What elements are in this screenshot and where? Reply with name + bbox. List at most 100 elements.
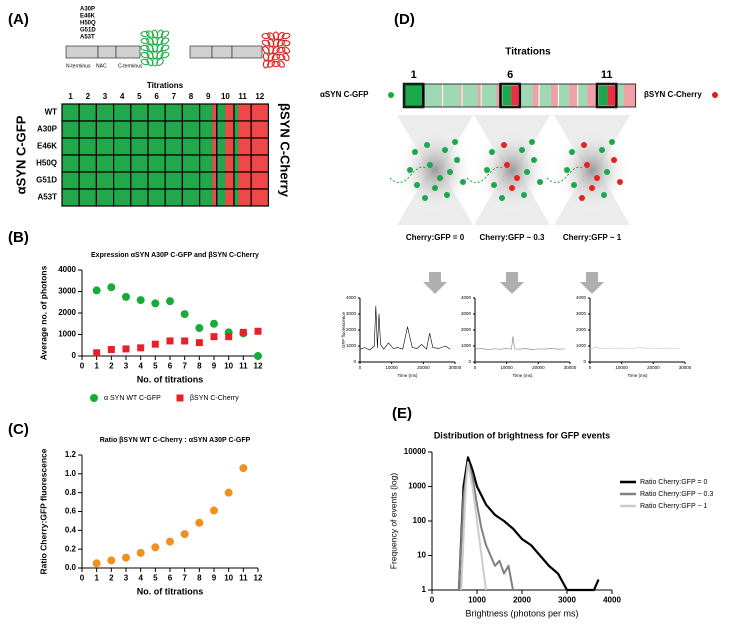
point (254, 352, 262, 360)
x-tick-label: 0 (474, 365, 477, 370)
cell-red (212, 104, 217, 121)
domain-label: N-terminus (66, 63, 91, 69)
x-axis-label: Time (ms) (397, 373, 418, 378)
gfp-dot (531, 157, 537, 163)
x-tick-label: 10 (224, 574, 233, 583)
gfp-dot (604, 169, 610, 175)
x-axis-label: Brightness (photons per ms) (465, 608, 578, 618)
cell-green (148, 172, 166, 189)
strip-red-part (607, 86, 616, 105)
gfp-dot (521, 192, 527, 198)
y-tick-label: 3000 (58, 287, 76, 296)
cell-green (113, 138, 131, 155)
y-tick-label: 0 (583, 359, 586, 364)
column-label: 7 (172, 92, 177, 101)
x-tick-label: 8 (197, 574, 202, 583)
point (166, 297, 174, 306)
cell-red (238, 189, 252, 206)
gfp-blob (160, 30, 170, 38)
x-tick-label: 5 (153, 362, 158, 371)
x-tick-label: 20000 (532, 365, 545, 370)
cell-green (165, 121, 183, 138)
panel-label: (D) (394, 11, 415, 28)
point (225, 333, 233, 341)
legend-label: Ratio Cherry:GFP ~ 0.3 (640, 491, 713, 498)
gfp-blob (156, 43, 164, 53)
x-tick-label: 10000 (500, 365, 513, 370)
cell-green (62, 121, 80, 138)
mutation-label: A30P (80, 7, 95, 13)
x-tick-label: 12 (254, 574, 263, 583)
x-tick-label: 1 (94, 574, 99, 583)
x-tick-label: 0 (359, 365, 362, 370)
x-axis-label: Time (ms) (512, 373, 533, 378)
strip-mark: 6 (507, 69, 513, 81)
strip-red-part (511, 86, 519, 105)
cell-green (79, 138, 97, 155)
column-label: 11 (238, 92, 247, 101)
cell-red (238, 172, 252, 189)
cell-green (62, 189, 80, 206)
cherry-blob (277, 31, 285, 41)
strip-red (459, 84, 462, 107)
strip-mark: 11 (601, 69, 613, 81)
point (136, 296, 145, 305)
x-tick-label: 9 (212, 574, 217, 583)
cherry-blob (262, 59, 270, 69)
y-tick-label: 2000 (576, 327, 587, 332)
cherry-dot (589, 185, 595, 191)
cell-red (212, 138, 217, 155)
column-label: 3 (103, 92, 108, 101)
x-tick-label: 11 (239, 574, 248, 583)
cell-red (238, 155, 252, 172)
point (180, 530, 189, 539)
strip-green (502, 86, 512, 105)
domain-box (231, 45, 263, 59)
series-line (589, 347, 681, 350)
column-label: 12 (255, 92, 264, 101)
x-tick-label: 7 (182, 574, 187, 583)
y-tick-label: 1 (422, 585, 427, 594)
x-tick-label: 11 (239, 362, 248, 371)
legend-swatch (90, 394, 98, 402)
left-label: αSYN C-GFP (320, 90, 369, 99)
strip-title: Titrations (505, 47, 551, 58)
point (151, 340, 159, 348)
strip-red (496, 84, 501, 107)
x-tick-label: 3 (124, 362, 129, 371)
gfp-dot (427, 162, 433, 168)
cell-green (96, 138, 114, 155)
cherry-dot (594, 175, 600, 181)
y-tick-label: 3000 (461, 311, 472, 316)
cell-red (251, 104, 269, 121)
x-tick-label: 1000 (468, 596, 486, 605)
point (195, 324, 204, 333)
cherry-dot (579, 195, 585, 201)
gfp-blob (160, 51, 170, 59)
y-tick-label: 4000 (346, 295, 357, 300)
gfp-dot (564, 167, 570, 173)
point (180, 310, 189, 319)
domain-box (115, 45, 141, 59)
gfp-blob (140, 51, 150, 59)
row-label: A53T (37, 193, 57, 202)
series-line (457, 456, 600, 592)
strip-cell (442, 83, 463, 108)
gfp-dot (601, 192, 607, 198)
gfp-dot (412, 149, 418, 155)
cell-green (62, 104, 80, 121)
gfp-dot (460, 179, 466, 185)
arrow (580, 272, 604, 294)
cell-green (79, 121, 97, 138)
cell-green (62, 138, 80, 155)
x-tick-label: 10000 (385, 365, 398, 370)
x-tick-label: 1 (94, 362, 99, 371)
y-tick-label: 10 (417, 551, 426, 560)
cherry-dot (581, 142, 587, 148)
condition-label: Cherry:GFP ~ 0.3 (480, 233, 546, 242)
x-tick-label: 20000 (647, 365, 660, 370)
cell-red (212, 155, 217, 172)
x-tick-label: 10 (224, 362, 233, 371)
cherry-blob (276, 53, 286, 61)
